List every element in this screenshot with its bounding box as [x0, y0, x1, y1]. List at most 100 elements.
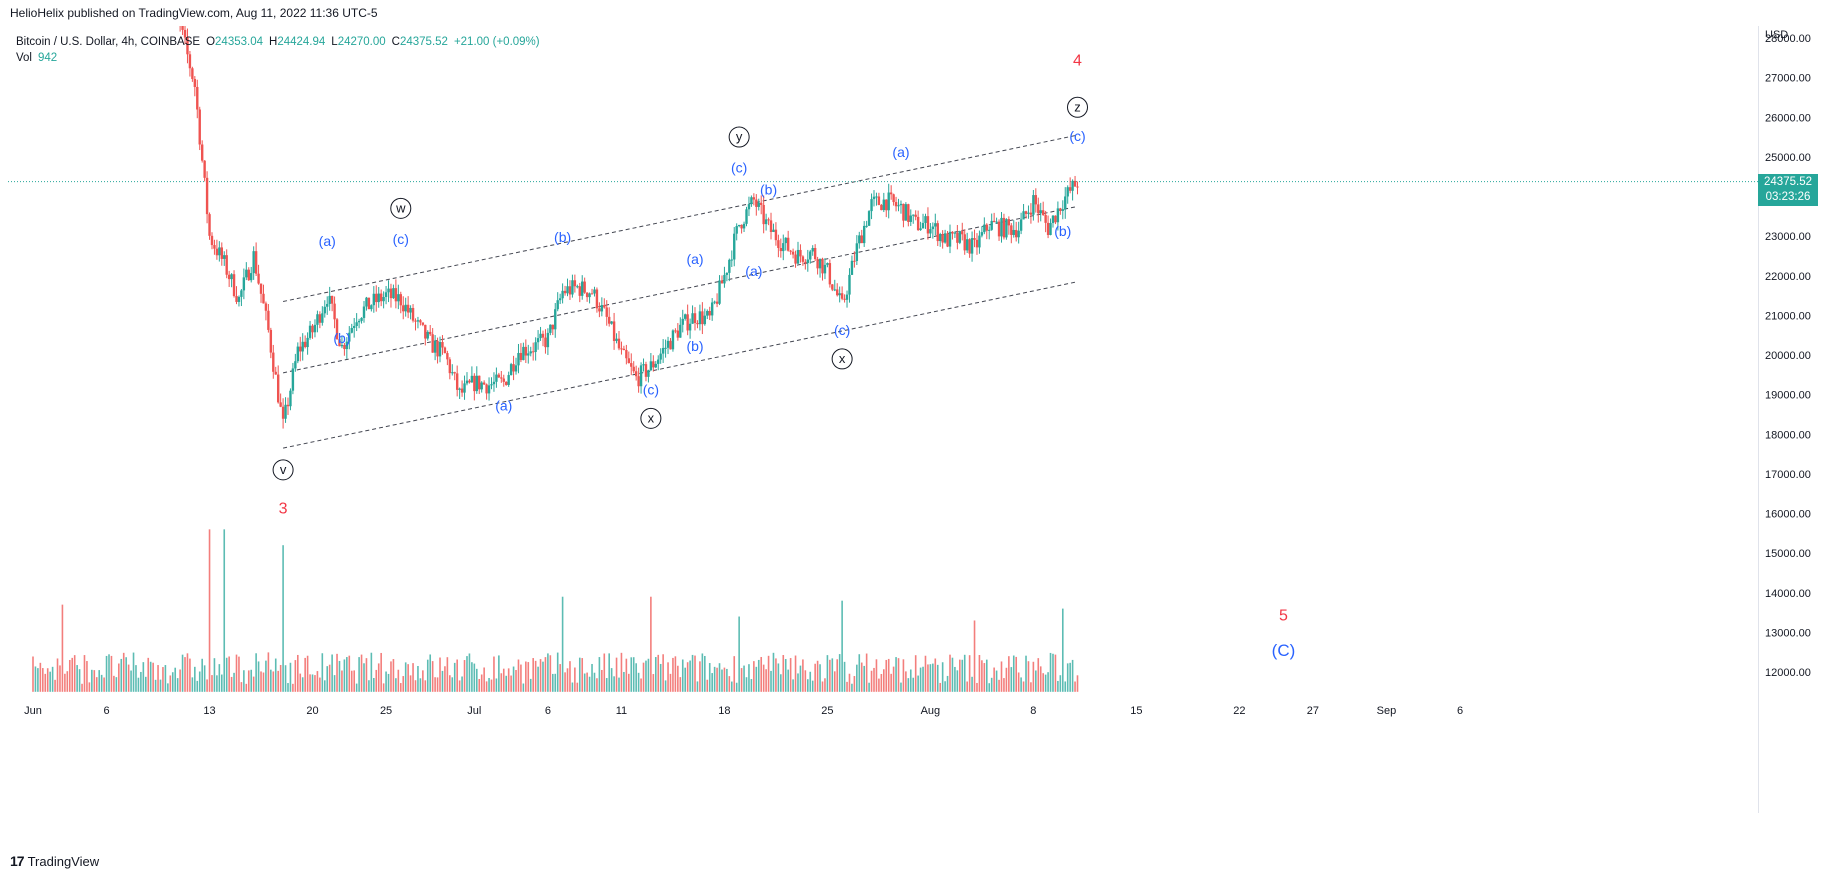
volume-bar — [493, 656, 495, 692]
volume-bar — [461, 676, 463, 692]
volume-bar — [309, 674, 311, 692]
candle-body — [375, 293, 378, 303]
candle-body — [497, 374, 501, 378]
candle-body — [657, 359, 660, 364]
candle-body — [500, 377, 503, 379]
volume-bar — [206, 679, 208, 692]
volume-bar — [907, 678, 910, 692]
candle-body — [826, 263, 829, 265]
candle-body — [953, 232, 957, 234]
candle-body — [938, 234, 942, 242]
candle-body — [259, 283, 263, 294]
volume-bar — [162, 667, 164, 692]
candle-body — [335, 319, 339, 340]
candle-body — [943, 233, 947, 243]
volume-bar — [591, 663, 593, 692]
y-tick-label: 18000.00 — [1765, 429, 1811, 441]
volume-bar — [140, 671, 142, 692]
candle-body — [703, 315, 707, 325]
volume-bar — [453, 662, 456, 692]
candle-body — [392, 288, 395, 299]
volume-bar — [534, 660, 537, 692]
candle-body — [693, 313, 697, 324]
wave-label-(a): (a) — [319, 233, 336, 249]
candle-body — [838, 293, 841, 296]
candle-body — [1044, 214, 1047, 223]
volume-bar — [566, 668, 569, 692]
volume-bar — [909, 669, 912, 692]
volume-bar — [605, 678, 608, 692]
volume-bar — [750, 679, 753, 692]
volume-bar — [713, 666, 716, 692]
candle-body — [603, 305, 606, 308]
candle-body — [715, 301, 719, 304]
x-tick-label: Sep — [1377, 705, 1397, 717]
candle-body — [990, 220, 993, 230]
volume-bar — [1035, 670, 1037, 692]
volume-bar — [270, 669, 272, 692]
volume-bar — [981, 660, 983, 692]
candle-body — [470, 375, 474, 383]
published-by-header: HelioHelix published on TradingView.com,… — [10, 6, 378, 20]
volume-bar — [885, 659, 888, 692]
x-tick-label: 25 — [380, 705, 392, 717]
volume-bar — [900, 682, 902, 692]
candle-body — [929, 229, 932, 234]
volume-bar — [684, 667, 687, 692]
volume-bar — [515, 670, 517, 692]
tradingview-footer[interactable]: 17 TradingView — [10, 853, 99, 869]
volume-bar — [966, 681, 968, 692]
volume-bar — [228, 656, 230, 692]
candle-body — [463, 383, 466, 393]
candle-body — [318, 314, 322, 323]
candle-body — [968, 239, 971, 254]
volume-bar — [664, 680, 667, 692]
volume-bar — [360, 654, 363, 692]
price-axis[interactable]: USD 12000.00 13000.00 14000.00 15000.00 1600… — [1758, 26, 1834, 813]
volume-bar — [118, 663, 120, 692]
candle-body — [453, 372, 456, 374]
volume-bar — [336, 653, 338, 692]
volume-bar — [890, 673, 892, 692]
volume-bar — [973, 620, 976, 692]
candle-body — [607, 316, 611, 324]
volume-bar — [745, 677, 748, 692]
volume-bar — [978, 655, 981, 692]
candle-body — [632, 366, 635, 372]
candle-body — [406, 304, 410, 313]
volume-bar — [409, 675, 412, 692]
candle-body — [615, 338, 618, 341]
candle-body — [620, 348, 623, 350]
candle-body — [688, 323, 692, 331]
volume-bar — [485, 681, 488, 692]
candle-body — [1068, 187, 1072, 191]
volume-bar — [412, 663, 414, 692]
volume-bar — [297, 654, 299, 692]
candle-body — [252, 251, 255, 274]
volume-bar — [179, 669, 181, 692]
candle-body — [936, 223, 939, 242]
chart-plot-area[interactable]: 4 z (c) y (c) (b) (a) (a) (a) (b) (b) (c) x (a) (c) x (b… — [8, 0, 1758, 813]
volume-layer — [32, 529, 1079, 692]
volume-bar — [475, 668, 478, 692]
volume-bar — [772, 652, 775, 692]
volume-bar — [588, 676, 591, 692]
volume-bar — [968, 655, 971, 692]
candle-body — [429, 331, 432, 335]
volume-bar — [721, 669, 723, 692]
volume-bar — [802, 659, 804, 692]
candle-body — [1076, 186, 1079, 188]
candle-body — [772, 229, 775, 232]
candle-body — [904, 204, 908, 221]
candle-body — [916, 216, 920, 231]
volume-bar — [373, 678, 375, 692]
candle-body — [892, 194, 895, 203]
candle-body — [813, 247, 817, 260]
volume-bar — [946, 675, 949, 692]
volume-bar — [54, 679, 56, 692]
volume-bar — [998, 679, 1000, 692]
wave-label-5: 5 — [1279, 607, 1288, 624]
price-chart-svg[interactable]: 4 z (c) y (c) (b) (a) (a) (a) (b) (b) (c) x (a) (c) x (b… — [8, 0, 1758, 813]
candle-body — [556, 300, 559, 310]
volume-bar — [630, 657, 633, 692]
